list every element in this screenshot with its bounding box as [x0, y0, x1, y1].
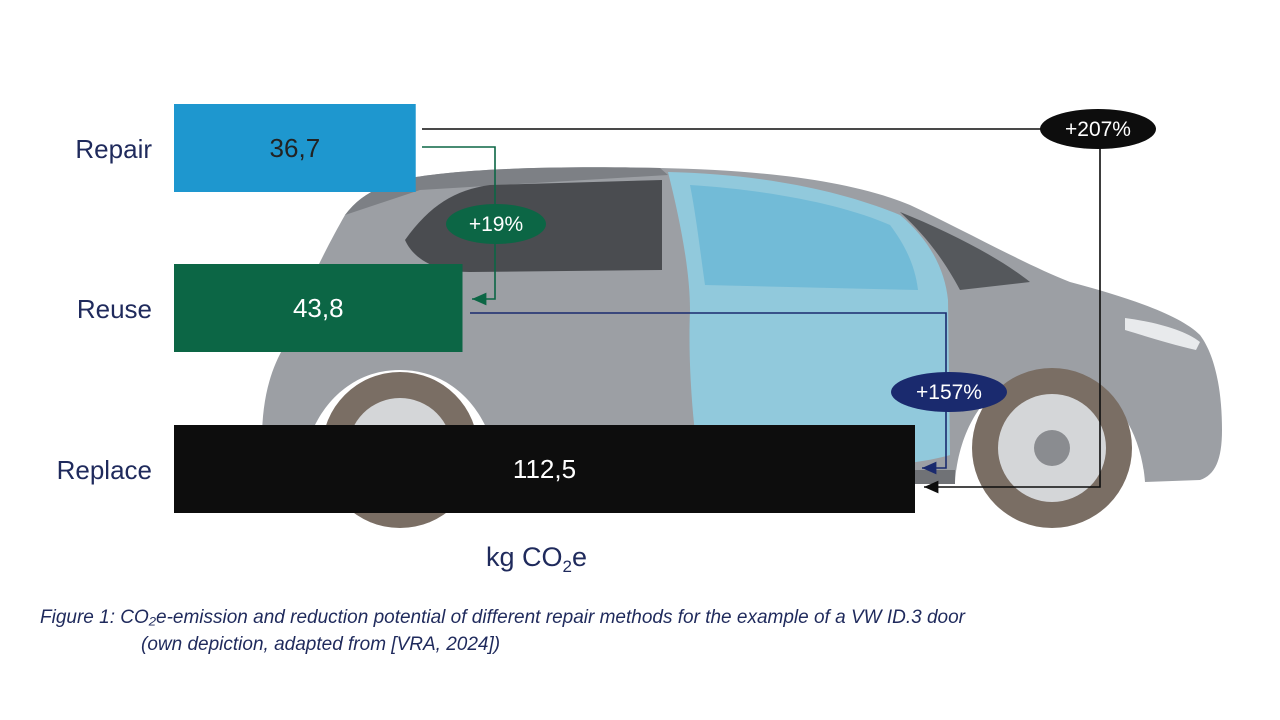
caption-line-2: (own depiction, adapted from [VRA, 2024]… [141, 634, 501, 655]
caption-line-1: Figure 1: CO₂e-emission and reduction po… [40, 607, 965, 628]
connector-repair-replace [422, 128, 1101, 494]
car-headlight [1125, 318, 1200, 350]
bar-replace [174, 425, 915, 513]
car-roof [345, 167, 668, 215]
car-front-wheel [972, 368, 1132, 528]
category-label-reuse: Reuse [77, 294, 152, 324]
badge-repair-reuse-text: +19% [469, 213, 523, 236]
badge-repair-replace-text: +207% [1065, 118, 1131, 141]
car-windshield [900, 212, 1030, 290]
bar-value-replace: 112,5 [513, 454, 576, 484]
bar-repair [174, 104, 416, 192]
badge-reuse-replace-text: +157% [916, 381, 982, 404]
badge-repair-replace: +207% [1040, 109, 1156, 149]
car-front-window [690, 185, 918, 290]
badge-repair-reuse: +19% [446, 204, 546, 244]
unit-label: kg CO2e [486, 542, 588, 576]
category-label-replace: Replace [57, 455, 152, 485]
bars: 36,7 Repair 43,8 Reuse 112,5 Replace [57, 104, 915, 513]
bar-reuse [174, 264, 463, 352]
bar-value-reuse: 43,8 [293, 293, 344, 323]
category-label-repair: Repair [75, 134, 152, 164]
bar-value-repair: 36,7 [270, 133, 321, 163]
badge-reuse-replace: +157% [891, 372, 1007, 412]
figure-caption: Figure 1: CO₂e-emission and reduction po… [40, 604, 1250, 658]
